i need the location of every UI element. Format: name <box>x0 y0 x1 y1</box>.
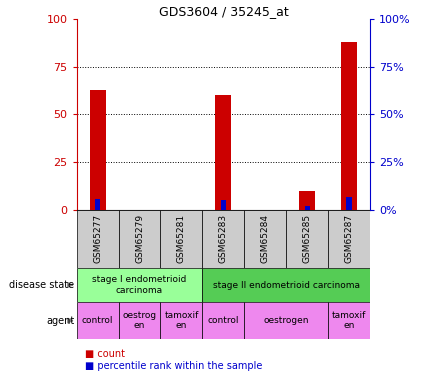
Text: tamoxif
en: tamoxif en <box>164 311 199 330</box>
Bar <box>341 42 357 210</box>
Bar <box>202 268 370 302</box>
Text: stage II endometrioid carcinoma: stage II endometrioid carcinoma <box>213 280 360 290</box>
Text: GSM65285: GSM65285 <box>303 214 312 264</box>
Text: oestrogen: oestrogen <box>264 316 309 325</box>
Bar <box>202 210 244 268</box>
Bar <box>328 302 370 339</box>
Text: GSM65283: GSM65283 <box>219 214 228 264</box>
Text: GSM65279: GSM65279 <box>135 214 144 264</box>
Text: control: control <box>82 316 113 325</box>
Bar <box>286 210 328 268</box>
Bar <box>221 200 226 210</box>
Title: GDS3604 / 35245_at: GDS3604 / 35245_at <box>159 4 288 18</box>
Bar <box>119 210 160 268</box>
Text: tamoxif
en: tamoxif en <box>332 311 366 330</box>
Text: agent: agent <box>46 316 74 326</box>
Bar <box>77 268 202 302</box>
Bar <box>244 302 328 339</box>
Text: ■ percentile rank within the sample: ■ percentile rank within the sample <box>85 361 263 370</box>
Text: disease state: disease state <box>9 280 74 290</box>
Bar <box>77 302 119 339</box>
Bar <box>202 302 244 339</box>
Bar <box>77 210 119 268</box>
Text: stage I endometrioid
carcinoma: stage I endometrioid carcinoma <box>92 275 187 295</box>
Text: GSM65284: GSM65284 <box>261 214 270 264</box>
Bar <box>346 196 352 210</box>
Bar <box>95 198 100 210</box>
Bar <box>90 90 106 210</box>
Bar <box>244 210 286 268</box>
Text: ■ count: ■ count <box>85 350 125 359</box>
Bar <box>160 210 202 268</box>
Bar <box>160 302 202 339</box>
Text: GSM65281: GSM65281 <box>177 214 186 264</box>
Text: GSM65277: GSM65277 <box>93 214 102 264</box>
Bar <box>304 206 310 210</box>
Text: oestrog
en: oestrog en <box>123 311 157 330</box>
Text: GSM65287: GSM65287 <box>345 214 353 264</box>
Bar <box>299 191 315 210</box>
Text: control: control <box>208 316 239 325</box>
Bar <box>215 95 231 210</box>
Bar <box>328 210 370 268</box>
Bar <box>119 302 160 339</box>
